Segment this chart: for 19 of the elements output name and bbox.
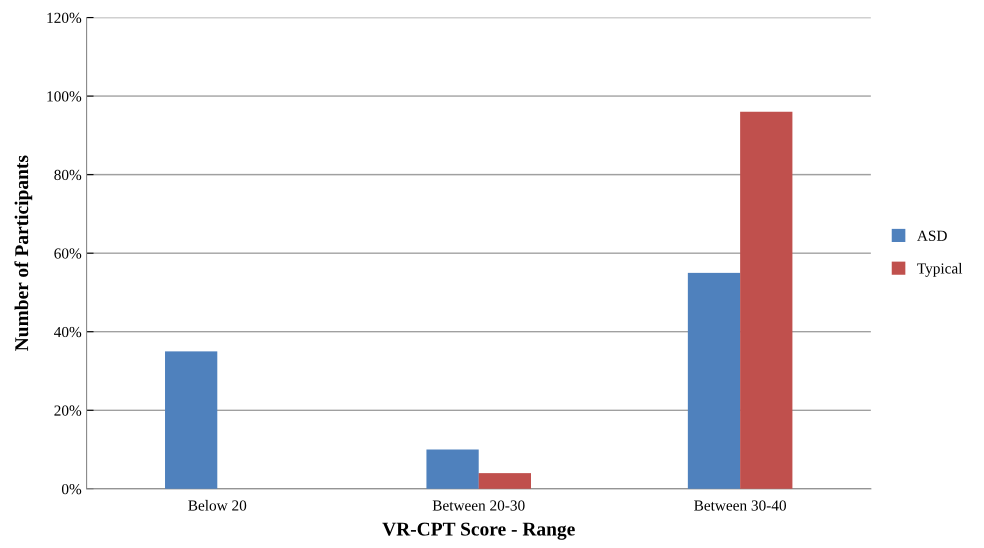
y-tick-label: 60% bbox=[54, 248, 82, 259]
y-tick-label: 100% bbox=[47, 91, 82, 102]
x-tick-label: Between 20-30 bbox=[432, 500, 525, 511]
bar bbox=[478, 473, 531, 489]
legend-label: ASD bbox=[917, 230, 947, 241]
bar bbox=[165, 351, 218, 489]
x-tick-label: Between 30-40 bbox=[694, 500, 786, 511]
y-tick-label: 0% bbox=[62, 484, 82, 494]
bar bbox=[426, 450, 479, 489]
y-tick-label: 80% bbox=[54, 170, 82, 180]
legend-label: Typical bbox=[917, 262, 962, 277]
x-tick-label: Below 20 bbox=[188, 500, 246, 511]
bar bbox=[740, 112, 792, 489]
y-tick-label: 20% bbox=[54, 405, 82, 416]
y-tick-label: 120% bbox=[47, 12, 82, 24]
y-tick-label: 40% bbox=[54, 326, 82, 338]
bar bbox=[688, 272, 740, 489]
x-axis-title: VR-CPT Score - Range bbox=[382, 522, 575, 540]
y-axis-title: Number of Participants bbox=[14, 156, 32, 351]
